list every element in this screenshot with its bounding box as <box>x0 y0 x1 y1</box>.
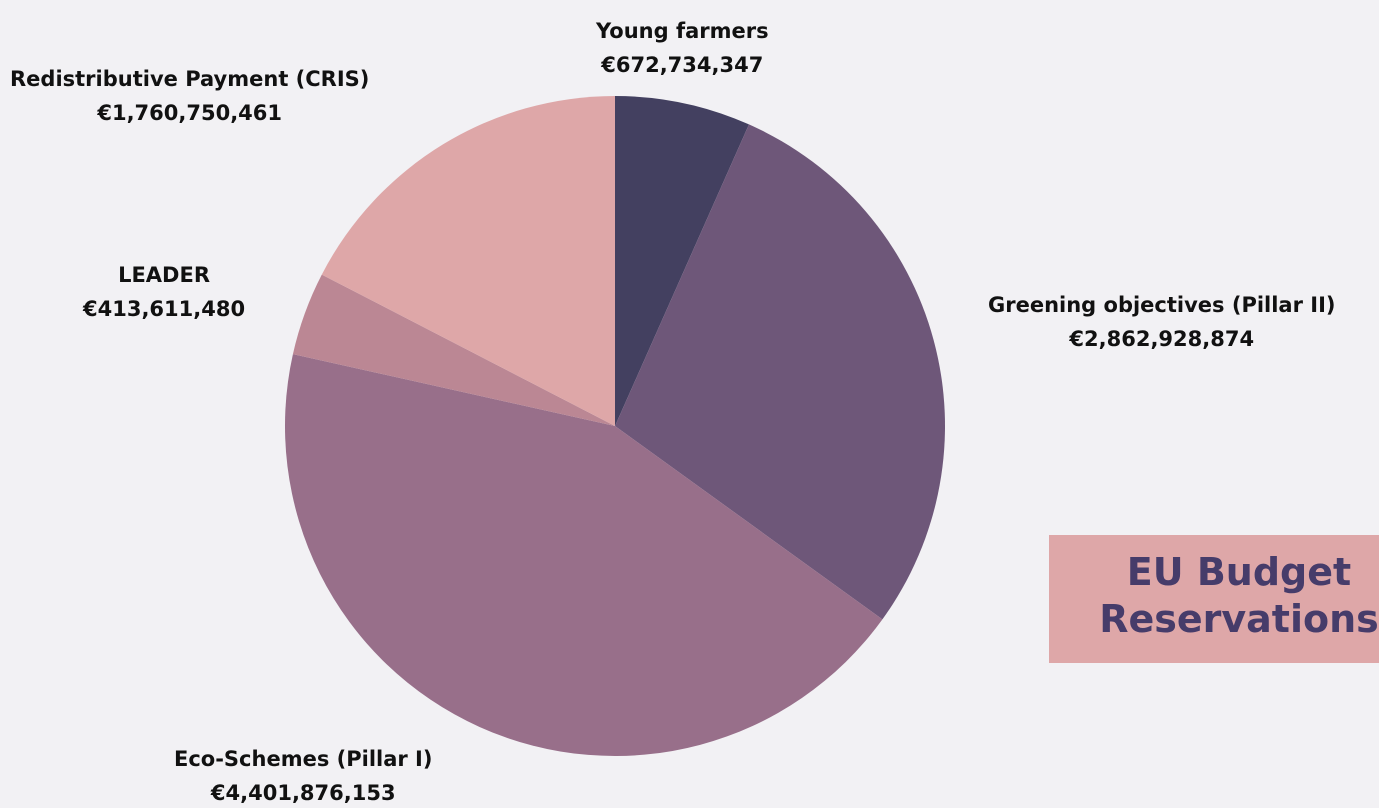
label-redistributive-payment-value: €1,760,750,461 <box>97 101 283 125</box>
label-greening-objectives-name: Greening objectives (Pillar II) <box>988 293 1336 317</box>
label-young-farmers-name: Young farmers <box>596 19 769 43</box>
pie-slice-eco-schemes-pillar-i <box>284 354 883 757</box>
label-eco-schemes-name: Eco-Schemes (Pillar I) <box>174 747 433 771</box>
label-leader-value: €413,611,480 <box>83 297 246 321</box>
pie-slice-leader <box>292 274 615 426</box>
label-eco-schemes-value: €4,401,876,153 <box>210 781 396 805</box>
pie-slice-redistributive-payment-cris <box>321 96 615 426</box>
label-leader-name: LEADER <box>118 263 210 287</box>
label-young-farmers: Young farmers €672,734,347 <box>596 14 769 82</box>
pie-slice-young-farmers <box>615 95 749 426</box>
pie-slice-greening-objectives-pillar-ii <box>615 124 946 620</box>
label-redistributive-payment: Redistributive Payment (CRIS) €1,760,750… <box>10 62 369 130</box>
label-redistributive-payment-name: Redistributive Payment (CRIS) <box>10 67 370 91</box>
label-young-farmers-value: €672,734,347 <box>601 53 764 77</box>
label-eco-schemes: Eco-Schemes (Pillar I) €4,401,876,153 <box>174 742 432 808</box>
label-greening-objectives: Greening objectives (Pillar II) €2,862,9… <box>988 288 1336 356</box>
label-leader: LEADER €413,611,480 <box>83 258 245 326</box>
chart-title-box: EU Budget Reservations <box>1049 535 1379 663</box>
label-greening-objectives-value: €2,862,928,874 <box>1069 327 1255 351</box>
chart-title-line-2: Reservations <box>1099 597 1379 641</box>
chart-title-line-1: EU Budget <box>1126 550 1352 594</box>
